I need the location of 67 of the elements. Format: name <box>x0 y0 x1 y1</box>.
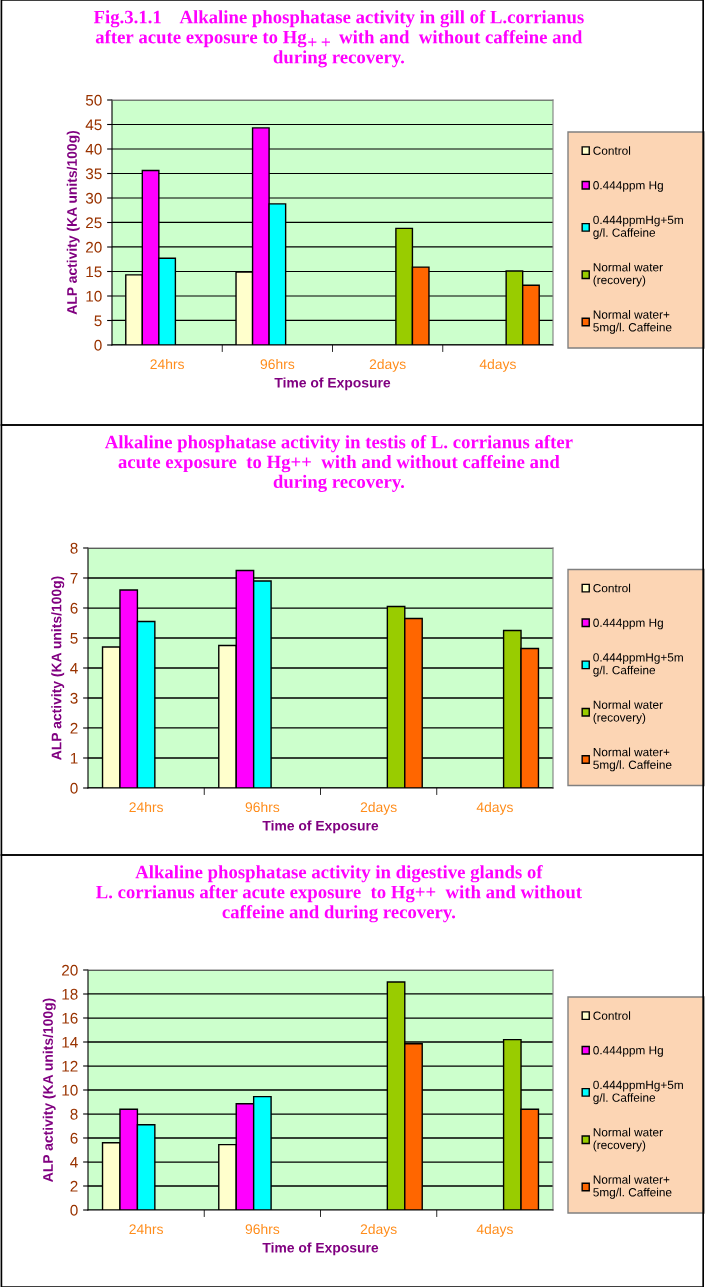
y-tick-label: 20 <box>86 241 102 253</box>
y-tick-label: 2 <box>70 722 78 734</box>
y-tick-label: 3 <box>70 692 78 704</box>
x-tick-label: 2days <box>360 801 397 815</box>
y-tick-label: 18 <box>62 988 78 1000</box>
x-tick-label: 4days <box>479 358 516 372</box>
y-tick-label: 30 <box>85 192 102 204</box>
chart-title: Alkaline phosphatase activity in digestive glands of L. corrianus after acute exposure to Hg++ with and without caffeine and during recovery. <box>96 865 582 923</box>
x-tick-label: 96hrs <box>245 801 280 813</box>
legend-label: Normal water+ 5mg/l. Caffeine <box>593 310 672 334</box>
chart-title: Alkaline phosphatase activity in testis of L. corrianus after acute exposure to Hg++ with and without caffeine and during recovery. <box>104 435 573 492</box>
x-tick-label: 4days <box>476 1223 513 1237</box>
y-tick-label: 0 <box>70 1204 78 1216</box>
y-tick-label: 50 <box>85 94 102 106</box>
legend-label: Normal water (recovery) <box>593 262 663 287</box>
y-axis-title: ALP activity (KA units/100g) <box>66 130 80 315</box>
y-tick-label: 8 <box>70 542 78 554</box>
y-tick-label: 1 <box>70 753 78 764</box>
x-axis-title: Time of Exposure <box>274 377 391 391</box>
x-tick-label: 4days <box>476 801 513 815</box>
legend-label: Control <box>593 583 631 593</box>
y-tick-label: 2 <box>70 1180 78 1192</box>
y-tick-label: 6 <box>70 602 78 614</box>
legend-label: 0.444ppm Hg <box>593 181 663 192</box>
legend-label: Normal water+ 5mg/l. Caffeine <box>593 1175 672 1199</box>
y-tick-label: 12 <box>62 1060 78 1072</box>
legend-label: Control <box>593 1011 631 1020</box>
y-tick-label: 5 <box>70 633 78 644</box>
y-tick-label: 15 <box>86 266 102 278</box>
y-tick-label: 7 <box>70 573 78 584</box>
y-tick-label: 10 <box>86 290 102 302</box>
legend-label: 0.444ppm Hg <box>593 618 663 630</box>
y-tick-label: 4 <box>70 663 78 674</box>
chart-title: Fig.3.1.1 Alkaline phosphatase activity in gill of L.corrianus after acute exposure to Hg$_{++}$ with and without caffeine and during recovery. <box>93 10 584 68</box>
x-axis-title: Time of Exposure <box>262 1242 379 1256</box>
x-axis-title: Time of Exposure <box>262 820 379 834</box>
y-tick-label: 40 <box>85 143 102 155</box>
legend-label: 0.444ppmHg+5m g/l. Caffeine <box>593 1080 683 1105</box>
y-tick-label: 10 <box>62 1084 78 1096</box>
legend-label: Normal water (recovery) <box>593 1127 663 1152</box>
legend-label: Normal water (recovery) <box>593 700 663 724</box>
y-tick-label: 8 <box>70 1108 78 1120</box>
x-tick-label: 96hrs <box>245 1223 280 1235</box>
y-tick-label: 45 <box>85 119 102 131</box>
x-tick-label: 2days <box>369 358 406 372</box>
y-tick-label: 6 <box>70 1132 78 1144</box>
legend-label: Control <box>593 146 631 155</box>
legend-label: 0.444ppmHg+5m g/l. Caffeine <box>593 653 683 677</box>
legend-label: 0.444ppmHg+5m g/l. Caffeine <box>593 215 683 240</box>
y-tick-label: 25 <box>86 217 102 229</box>
x-tick-label: 24hrs <box>150 358 184 370</box>
x-tick-label: 24hrs <box>129 1223 163 1235</box>
y-axis-title: ALP activity (KA units/100g) <box>42 998 56 1182</box>
legend-label: 0.444ppm Hg <box>593 1046 663 1057</box>
y-tick-label: 35 <box>85 168 102 180</box>
y-tick-label: 16 <box>62 1012 78 1024</box>
y-tick-label: 4 <box>70 1157 78 1168</box>
legend-label: Normal water+ 5mg/l. Caffeine <box>593 747 672 772</box>
y-tick-label: 20 <box>62 964 78 976</box>
y-tick-label: 0 <box>94 339 102 351</box>
x-tick-label: 24hrs <box>129 801 163 813</box>
y-tick-label: 5 <box>94 315 102 327</box>
x-tick-label: 96hrs <box>260 358 295 370</box>
y-tick-label: 0 <box>70 782 78 794</box>
y-tick-label: 14 <box>62 1037 78 1048</box>
x-tick-label: 2days <box>360 1223 397 1237</box>
y-axis-title: ALP activity (KA units/100g) <box>51 576 65 760</box>
